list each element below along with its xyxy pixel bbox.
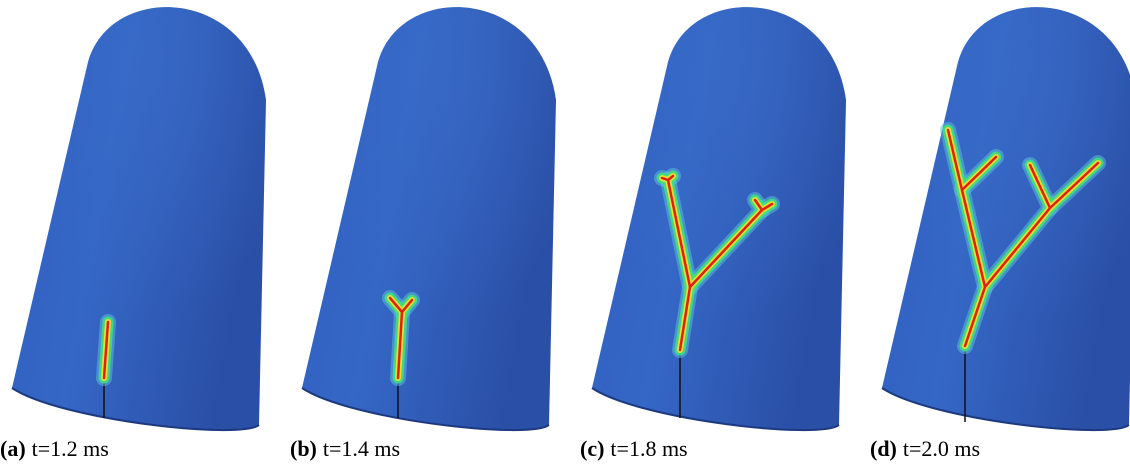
panel-label: (a) bbox=[0, 436, 26, 461]
page: (a)t=1.2 ms (b)t=1.4 ms (c)t=1.8 ms (d)t=2.… bbox=[0, 0, 1130, 467]
specimen-highlight bbox=[12, 7, 266, 430]
panel-label: (d) bbox=[870, 436, 897, 461]
panel-label: (b) bbox=[290, 436, 317, 461]
caption-text: t=1.4 ms bbox=[323, 436, 400, 461]
panel-caption: (a)t=1.2 ms bbox=[0, 436, 109, 461]
figure: (a)t=1.2 ms (b)t=1.4 ms (c)t=1.8 ms (d)t=2.… bbox=[0, 0, 1130, 467]
caption-text: t=1.8 ms bbox=[610, 436, 687, 461]
panel: (a)t=1.2 ms bbox=[0, 7, 266, 461]
panel: (b)t=1.4 ms bbox=[290, 7, 556, 461]
panel: (c)t=1.8 ms bbox=[580, 7, 846, 461]
specimen-highlight bbox=[882, 7, 1130, 430]
caption-text: t=2.0 ms bbox=[903, 436, 980, 461]
panel-caption: (d)t=2.0 ms bbox=[870, 436, 980, 461]
caption-text: t=1.2 ms bbox=[32, 436, 109, 461]
panel-caption: (b)t=1.4 ms bbox=[290, 436, 400, 461]
panel: (d)t=2.0 ms bbox=[870, 7, 1130, 461]
specimen-highlight bbox=[302, 7, 556, 430]
panel-caption: (c)t=1.8 ms bbox=[580, 436, 688, 461]
panel-label: (c) bbox=[580, 436, 604, 461]
specimen-highlight bbox=[592, 7, 846, 430]
